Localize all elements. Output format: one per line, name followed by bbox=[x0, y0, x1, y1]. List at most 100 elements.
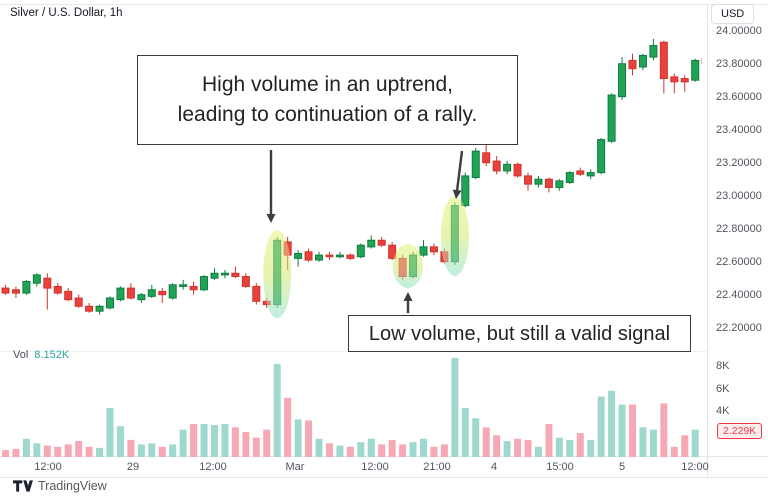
candle-body bbox=[200, 276, 209, 291]
candle-body bbox=[231, 272, 240, 278]
price-tick-label: 22.60000 bbox=[716, 255, 762, 268]
volume-bar bbox=[357, 442, 365, 457]
annotation-text-line: leading to continuation of a rally. bbox=[177, 103, 478, 126]
price-tick-label: 23.00000 bbox=[716, 189, 762, 202]
volume-bar bbox=[85, 446, 93, 457]
price-tick-label: 24.00000 bbox=[716, 24, 762, 37]
time-tick-label: 5 bbox=[618, 461, 626, 473]
candle-body bbox=[95, 305, 104, 312]
volume-bar bbox=[399, 444, 407, 457]
volume-bar bbox=[346, 446, 354, 457]
candle-body bbox=[701, 58, 702, 65]
candle-body bbox=[524, 175, 532, 185]
volume-bar bbox=[534, 446, 542, 457]
annotation-box-high-volume[interactable]: High volume in an uptrend, leading to co… bbox=[137, 55, 518, 145]
volume-bar bbox=[545, 423, 553, 457]
volume-bar bbox=[702, 432, 709, 457]
time-tick-label: 4 bbox=[490, 461, 498, 473]
annotation-arrow-head bbox=[266, 214, 276, 223]
volume-tick-label: 8K bbox=[716, 359, 730, 372]
currency-button[interactable]: USD bbox=[711, 4, 755, 24]
tradingview-logo[interactable]: TradingView bbox=[13, 479, 107, 493]
volume-bar bbox=[420, 438, 427, 457]
time-tick-label: 29 bbox=[126, 461, 140, 473]
volume-bar bbox=[482, 427, 490, 457]
volume-tick-label: 4K bbox=[716, 405, 730, 418]
last-volume-badge: 2.229K bbox=[717, 423, 763, 439]
volume-bar bbox=[200, 423, 208, 457]
candle-body bbox=[638, 54, 647, 68]
annotation-text-line: Low volume, but still a valid signal bbox=[368, 322, 671, 345]
candle-body bbox=[346, 254, 355, 259]
symbol-title[interactable]: Silver / U.S. Dollar, 1h bbox=[10, 7, 123, 19]
volume-bar bbox=[681, 435, 689, 457]
candle-body bbox=[294, 252, 303, 259]
volume-bar bbox=[451, 357, 459, 457]
candle-body bbox=[220, 272, 229, 276]
candle-body bbox=[628, 59, 637, 70]
candle-body bbox=[565, 172, 574, 184]
candle-body bbox=[106, 297, 114, 309]
volume-bar bbox=[325, 443, 333, 457]
volume-bar bbox=[409, 442, 417, 457]
candle-body bbox=[32, 274, 41, 284]
volume-bar bbox=[691, 429, 699, 457]
volume-legend: Vol 8.152K bbox=[13, 349, 69, 361]
volume-bar bbox=[430, 446, 438, 457]
volume-bar bbox=[555, 437, 563, 457]
volume-bar bbox=[169, 444, 177, 457]
price-tick-label: 23.60000 bbox=[716, 90, 762, 103]
volume-bar bbox=[263, 429, 271, 457]
tradingview-logo-icon bbox=[13, 480, 33, 492]
candle-body bbox=[116, 287, 125, 301]
candle-body bbox=[544, 178, 553, 188]
candle-body bbox=[241, 276, 250, 287]
candle-body bbox=[659, 41, 668, 80]
volume-bar bbox=[2, 450, 9, 457]
candle-body bbox=[597, 139, 606, 174]
volume-bar bbox=[367, 438, 375, 457]
volume-bar bbox=[629, 404, 636, 457]
volume-bar bbox=[503, 441, 511, 457]
candle-body bbox=[11, 289, 20, 294]
volume-bar bbox=[54, 446, 62, 457]
candle-body bbox=[126, 287, 135, 299]
candle-body bbox=[1, 287, 10, 294]
time-tick-label: 12:00 bbox=[361, 461, 389, 473]
volume-legend-value: 8.152K bbox=[34, 349, 70, 361]
annotation-arrow-shaft bbox=[455, 150, 464, 191]
volume-bar bbox=[116, 426, 124, 457]
volume-bar bbox=[566, 439, 574, 457]
candle-body bbox=[367, 239, 376, 248]
candle-body bbox=[179, 284, 188, 287]
volume-bar bbox=[12, 449, 20, 457]
annotation-box-low-volume[interactable]: Low volume, but still a valid signal bbox=[348, 315, 691, 352]
candle-body bbox=[74, 297, 83, 307]
candle-body bbox=[607, 94, 616, 142]
volume-bar bbox=[660, 403, 668, 457]
candle-body bbox=[586, 172, 595, 177]
price-tick-label: 22.40000 bbox=[716, 288, 762, 301]
volume-bar bbox=[96, 447, 104, 457]
candle-body bbox=[618, 63, 627, 98]
candle-body bbox=[158, 290, 167, 296]
candle-body bbox=[22, 281, 31, 294]
price-tick-label: 22.20000 bbox=[716, 321, 762, 334]
volume-bar bbox=[388, 439, 396, 457]
price-tick-label: 23.40000 bbox=[716, 123, 762, 136]
volume-bar bbox=[127, 439, 135, 457]
volume-legend-label: Vol bbox=[13, 349, 29, 361]
volume-bar bbox=[211, 425, 218, 457]
time-tick-label: 15:00 bbox=[546, 461, 574, 473]
candle-body bbox=[64, 290, 73, 301]
plot-area[interactable] bbox=[1, 38, 709, 457]
volume-bar bbox=[587, 439, 595, 457]
annotation-arrow-head bbox=[452, 189, 462, 199]
time-tick-label: 21:00 bbox=[423, 461, 451, 473]
annotation-text-line: High volume in an uptrend, bbox=[202, 73, 453, 96]
candle-body bbox=[691, 59, 700, 81]
highlight-ellipse-overlay bbox=[263, 230, 292, 319]
candle-body bbox=[210, 272, 219, 279]
